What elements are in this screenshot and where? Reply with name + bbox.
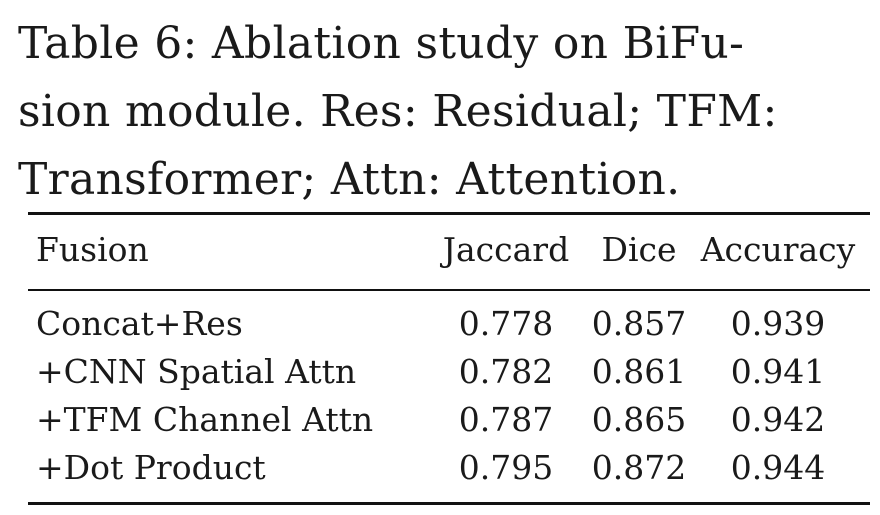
cell-accuracy: 0.939 — [730, 304, 826, 343]
cell-jaccard: 0.795 — [458, 448, 554, 487]
top-rule — [28, 212, 870, 215]
table-caption: Table 6: Ablation study on BiFu- sion mo… — [18, 10, 868, 214]
caption-line: Transformer; Attn: Attention. — [18, 154, 681, 205]
cell-fusion: +TFM Channel Attn — [36, 400, 374, 439]
table-row: Concat+Res 0.778 0.857 0.939 — [28, 300, 870, 348]
cell-dice: 0.857 — [591, 304, 687, 343]
caption-line: sion module. Res: Residual; TFM: — [18, 86, 778, 137]
header-jaccard: Jaccard — [442, 230, 570, 269]
cell-accuracy: 0.942 — [730, 400, 826, 439]
cell-dice: 0.861 — [591, 352, 687, 391]
cell-jaccard: 0.778 — [458, 304, 554, 343]
header-accuracy: Accuracy — [700, 230, 856, 269]
header-fusion: Fusion — [36, 230, 149, 269]
cell-fusion: Concat+Res — [36, 304, 243, 343]
cell-accuracy: 0.941 — [730, 352, 826, 391]
caption-line: Table 6: Ablation study on BiFu- — [18, 18, 745, 69]
cell-fusion: +CNN Spatial Attn — [36, 352, 357, 391]
header-row: Fusion Jaccard Dice Accuracy — [28, 226, 870, 274]
table-row: +TFM Channel Attn 0.787 0.865 0.942 — [28, 396, 870, 444]
header-dice: Dice — [601, 230, 677, 269]
table-row: +Dot Product 0.795 0.872 0.944 — [28, 444, 870, 492]
cell-accuracy: 0.944 — [730, 448, 826, 487]
cell-jaccard: 0.787 — [458, 400, 554, 439]
mid-rule — [28, 289, 870, 291]
table-row: +CNN Spatial Attn 0.782 0.861 0.941 — [28, 348, 870, 396]
bottom-rule — [28, 502, 870, 505]
cell-fusion: +Dot Product — [36, 448, 266, 487]
cell-dice: 0.872 — [591, 448, 687, 487]
cell-jaccard: 0.782 — [458, 352, 554, 391]
cell-dice: 0.865 — [591, 400, 687, 439]
